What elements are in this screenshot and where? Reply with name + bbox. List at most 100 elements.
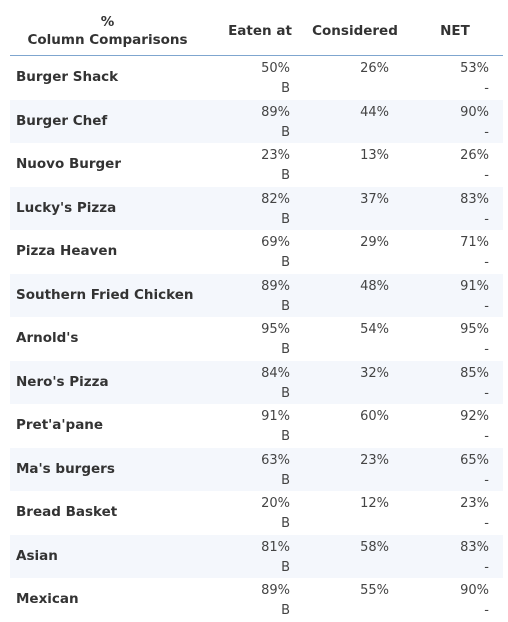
net-cell-significance: - <box>484 211 489 227</box>
table-row: Ma's burgers 63% B 23% 65% - <box>10 447 503 491</box>
considered-cell: 48% <box>360 277 389 297</box>
eaten-at-cell-significance: B <box>281 385 290 401</box>
net-cell-significance: - <box>484 385 489 401</box>
considered-cell: 54% <box>360 320 389 340</box>
eaten-at-cell-value: 63% <box>261 452 290 468</box>
net-cell-value: 83% <box>460 191 489 207</box>
net-cell-value: 71% <box>460 235 489 250</box>
eaten-at-cell-significance: B <box>281 255 290 270</box>
considered-cell: 60% <box>360 407 389 427</box>
net-cell: 26% - <box>460 146 489 186</box>
considered-cell: 23% <box>360 451 389 471</box>
considered-cell-value: 55% <box>360 583 389 598</box>
row-label-header-line1: % <box>100 14 115 30</box>
eaten-at-cell-value: 23% <box>261 148 290 163</box>
net-cell-value: 91% <box>460 278 489 294</box>
net-cell-significance: - <box>484 472 489 488</box>
table-row: Burger Chef 89% B 44% 90% - <box>10 99 503 143</box>
net-cell: 90% - <box>460 581 489 621</box>
table-row: Burger Shack 50% B 26% 53% - <box>10 56 503 100</box>
considered-cell-value: 23% <box>360 452 389 468</box>
row-label: Arnold's <box>16 330 79 346</box>
net-cell: 95% - <box>460 320 489 360</box>
net-cell-significance: - <box>484 168 489 183</box>
net-cell: 65% - <box>460 451 489 491</box>
row-label: Burger Shack <box>16 69 119 85</box>
row-label-header-line2: Column Comparisons <box>27 32 188 48</box>
eaten-at-cell-significance: B <box>281 472 290 488</box>
considered-cell: 44% <box>360 103 389 123</box>
eaten-at-cell: 23% B <box>261 146 290 186</box>
table-row: Nuovo Burger 23% B 13% 26% - <box>10 143 503 187</box>
eaten-at-cell: 95% B <box>261 320 290 360</box>
row-label: Burger Chef <box>16 112 108 129</box>
net-cell: 85% - <box>460 364 489 404</box>
eaten-at-cell: 89% B <box>261 277 290 317</box>
net-cell-value: 53% <box>460 61 489 76</box>
net-cell-significance: - <box>484 124 489 140</box>
net-cell-significance: - <box>484 516 489 531</box>
eaten-at-cell: 82% B <box>261 190 290 230</box>
considered-cell-value: 60% <box>360 409 389 424</box>
considered-cell-value: 54% <box>360 322 389 337</box>
net-cell-significance: - <box>484 81 489 96</box>
considered-cell-value: 29% <box>360 235 389 250</box>
table-row: Southern Fried Chicken 89% B 48% 91% - <box>10 273 503 317</box>
eaten-at-cell-value: 89% <box>261 583 290 598</box>
row-label: Ma's burgers <box>16 460 115 477</box>
net-cell: 71% - <box>460 233 489 273</box>
net-cell: 83% - <box>460 538 489 578</box>
eaten-at-cell-value: 69% <box>261 235 290 250</box>
eaten-at-cell: 20% B <box>261 494 290 534</box>
considered-cell: 26% <box>360 59 389 79</box>
eaten-at-cell: 63% B <box>261 451 290 491</box>
table-header: % Column Comparisons Eaten at Considered… <box>10 0 503 56</box>
table-row: Bread Basket 20% B 12% 23% - <box>10 491 503 535</box>
eaten-at-cell-significance: B <box>281 342 290 357</box>
net-cell-significance: - <box>484 298 489 314</box>
considered-cell-value: 26% <box>360 61 389 76</box>
net-cell-value: 23% <box>460 496 489 511</box>
row-label: Bread Basket <box>16 504 118 520</box>
net-cell-value: 26% <box>460 148 489 163</box>
eaten-at-cell: 50% B <box>261 59 290 99</box>
eaten-at-cell: 89% B <box>261 581 290 621</box>
eaten-at-cell-value: 20% <box>261 496 290 511</box>
row-label-header: % Column Comparisons <box>10 13 205 49</box>
table-row: Nero's Pizza 84% B 32% 85% - <box>10 360 503 404</box>
row-label: Asian <box>16 547 58 564</box>
row-label: Mexican <box>16 591 79 607</box>
row-label: Nero's Pizza <box>16 373 109 390</box>
eaten-at-cell-significance: B <box>281 603 290 618</box>
eaten-at-cell-significance: B <box>281 559 290 575</box>
net-cell-significance: - <box>484 429 489 444</box>
eaten-at-cell-significance: B <box>281 81 290 96</box>
considered-cell: 32% <box>360 364 389 384</box>
row-label: Nuovo Burger <box>16 156 121 172</box>
eaten-at-cell-value: 91% <box>261 409 290 424</box>
table-row: Asian 81% B 58% 83% - <box>10 534 503 578</box>
considered-cell: 58% <box>360 538 389 558</box>
considered-cell: 55% <box>360 581 389 601</box>
eaten-at-cell: 91% B <box>261 407 290 447</box>
table-row: Arnold's 95% B 54% 95% - <box>10 317 503 361</box>
column-header-considered: Considered <box>312 23 398 39</box>
eaten-at-cell: 84% B <box>261 364 290 404</box>
eaten-at-cell-value: 82% <box>261 191 290 207</box>
row-label: Pret'a'pane <box>16 417 104 433</box>
eaten-at-cell-value: 81% <box>261 539 290 555</box>
considered-cell-value: 32% <box>360 365 389 381</box>
considered-cell: 12% <box>360 494 389 514</box>
net-cell: 53% - <box>460 59 489 99</box>
net-cell-value: 92% <box>460 409 489 424</box>
net-cell-significance: - <box>484 255 489 270</box>
row-label: Pizza Heaven <box>16 243 118 259</box>
net-cell-significance: - <box>484 603 489 618</box>
row-label: Southern Fried Chicken <box>16 286 194 303</box>
considered-cell: 13% <box>360 146 389 166</box>
eaten-at-cell: 81% B <box>261 538 290 578</box>
eaten-at-cell-value: 50% <box>261 61 290 76</box>
row-label: Lucky's Pizza <box>16 199 117 216</box>
table-row: Pizza Heaven 69% B 29% 71% - <box>10 230 503 274</box>
eaten-at-cell-significance: B <box>281 429 290 444</box>
